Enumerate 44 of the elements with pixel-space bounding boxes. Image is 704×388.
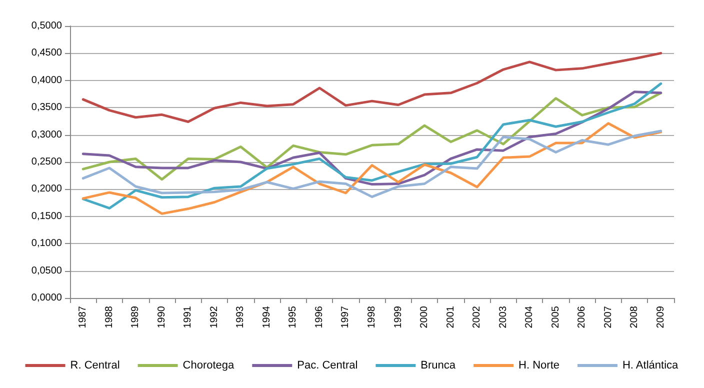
x-tick-label: 1990 <box>156 306 168 328</box>
x-tick-label: 1999 <box>392 306 404 328</box>
x-tick-label: 2009 <box>655 306 666 328</box>
x-tick-label: 2006 <box>576 306 588 328</box>
x-tick-label: 2003 <box>498 306 509 328</box>
y-tick-label: 0,4000 <box>31 74 62 86</box>
x-tick-label: 1995 <box>288 306 299 328</box>
line-series <box>82 82 662 210</box>
x-tick-label: 2001 <box>445 306 456 328</box>
x-tick-label: 2000 <box>419 306 430 328</box>
x-tick-label: 2008 <box>629 306 640 328</box>
x-tick-label: 1988 <box>104 306 115 328</box>
y-tick-label: 0,1000 <box>31 238 62 250</box>
x-tick-label: 1993 <box>235 306 246 328</box>
x-tick-label: 1989 <box>130 306 142 328</box>
x-tick-label: 1994 <box>261 306 272 328</box>
line-series <box>82 122 662 215</box>
line-series <box>82 52 662 123</box>
x-tick-label: 2002 <box>472 306 483 328</box>
legend-label: H. Atlántica <box>622 360 680 372</box>
x-tick-label: 2007 <box>602 306 614 328</box>
y-tick-label: 0,1500 <box>31 210 62 222</box>
x-tick-label: 1997 <box>340 306 352 328</box>
x-tick-label: 1992 <box>208 306 220 328</box>
legend-label: R. Central <box>70 360 120 372</box>
y-tick-label: 0,4500 <box>31 48 62 59</box>
line-series <box>82 130 662 198</box>
y-tick-label: 0,2500 <box>31 156 62 168</box>
y-tick-label: 0,0000 <box>31 292 62 304</box>
legend-label: Pac. Central <box>297 360 358 372</box>
legend-label: Chorotega <box>182 360 236 372</box>
y-tick-label: 0,3000 <box>31 129 62 140</box>
x-tick-label: 1998 <box>366 306 378 328</box>
x-tick-label: 2005 <box>550 306 562 328</box>
x-tick-label: 1991 <box>182 306 194 328</box>
x-tick-label: 2004 <box>524 306 536 328</box>
legend-label: Brunca <box>420 360 456 372</box>
y-tick-label: 0,3500 <box>31 102 62 114</box>
y-tick-label: 0,2000 <box>31 184 62 195</box>
legend-label: H. Norte <box>518 360 560 372</box>
x-tick-label: 1996 <box>314 306 325 328</box>
y-tick-label: 0,0500 <box>31 265 62 276</box>
y-tick-label: 0,5000 <box>31 20 62 32</box>
x-tick-label: 1987 <box>78 306 89 328</box>
